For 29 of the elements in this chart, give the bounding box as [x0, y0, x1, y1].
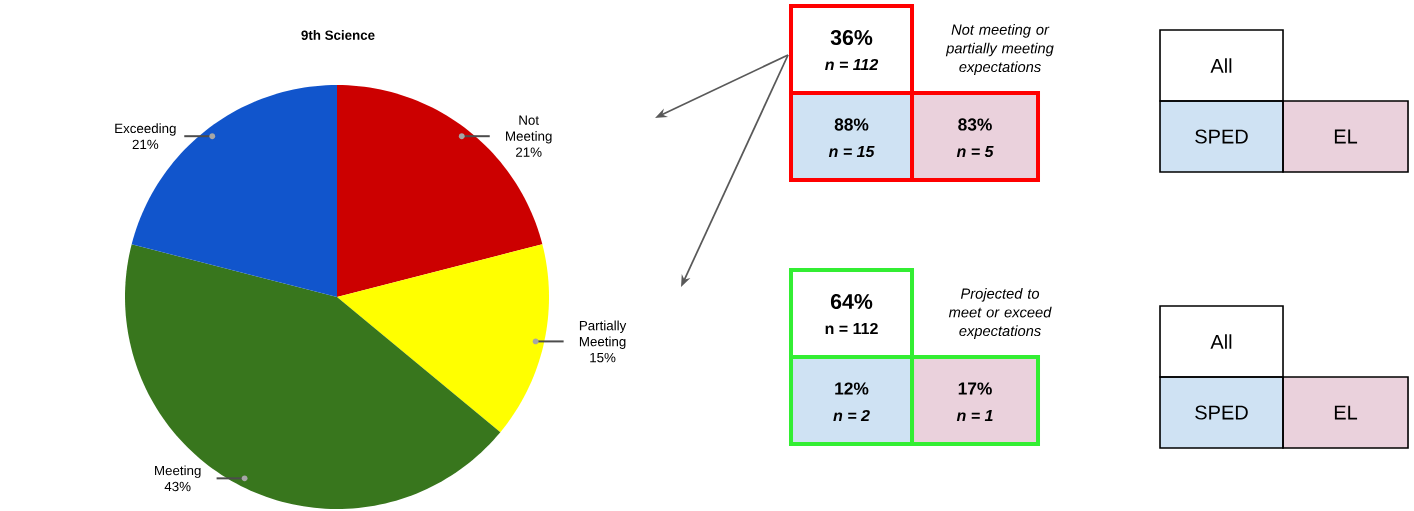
text: EL	[1334, 129, 1358, 144]
text: 88%	[834, 118, 869, 131]
slice-label: Exceeding	[115, 123, 176, 136]
data-label: 21%	[132, 139, 159, 150]
text: All	[1210, 58, 1232, 73]
text: n = 112	[825, 322, 878, 335]
text: SPED	[1195, 405, 1248, 420]
slice-label: Meeting	[155, 465, 201, 478]
text: 64%	[830, 293, 873, 310]
text: n = 112	[825, 58, 879, 71]
data-label: 43%	[164, 481, 191, 492]
text: 12%	[835, 382, 869, 395]
text: n = 15	[828, 145, 875, 158]
slice-label: Partially Meeting	[579, 320, 627, 349]
text: Projected to meet or exceed expectations	[948, 288, 1052, 339]
text: 36%	[830, 29, 873, 46]
text: n = 5	[956, 145, 994, 158]
text: n = 1	[956, 410, 993, 422]
text: SPED	[1195, 129, 1248, 144]
data-label: 15%	[590, 352, 616, 363]
slice-label: Not Meeting	[506, 115, 552, 144]
data-label: 21%	[516, 147, 542, 157]
text: n = 2	[833, 409, 870, 422]
text: Not meeting or partially meeting expectations	[945, 24, 1054, 75]
text: 17%	[958, 382, 992, 395]
text: 83%	[958, 118, 992, 131]
text: EL	[1334, 405, 1358, 420]
chart-title: 9th Science	[301, 30, 375, 40]
text: All	[1210, 334, 1232, 349]
